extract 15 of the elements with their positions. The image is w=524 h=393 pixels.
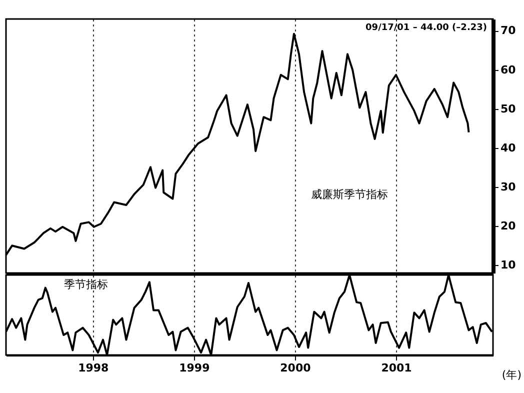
x-tick-label: 1999 [179,362,210,374]
y-tick-label: 60 [500,63,516,76]
x-axis-title: (年) [502,368,522,382]
y-tick-label: 40 [500,141,516,154]
annotation: 09/17/01 – 44.00 (–2.23) [366,23,487,33]
series-label: 季节指标 [64,278,108,291]
x-tick-label: 2000 [280,362,312,374]
annotation: 威廉斯季节指标 [311,188,388,201]
x-tick-label: 2001 [381,362,412,374]
y-tick-label: 10 [500,258,516,272]
y-tick-label: 50 [500,102,516,116]
y-tick-label: 30 [500,180,516,194]
y-tick-label: 20 [500,220,516,233]
x-tick-label: 1998 [78,362,109,374]
y-tick-label: 70 [500,24,516,38]
